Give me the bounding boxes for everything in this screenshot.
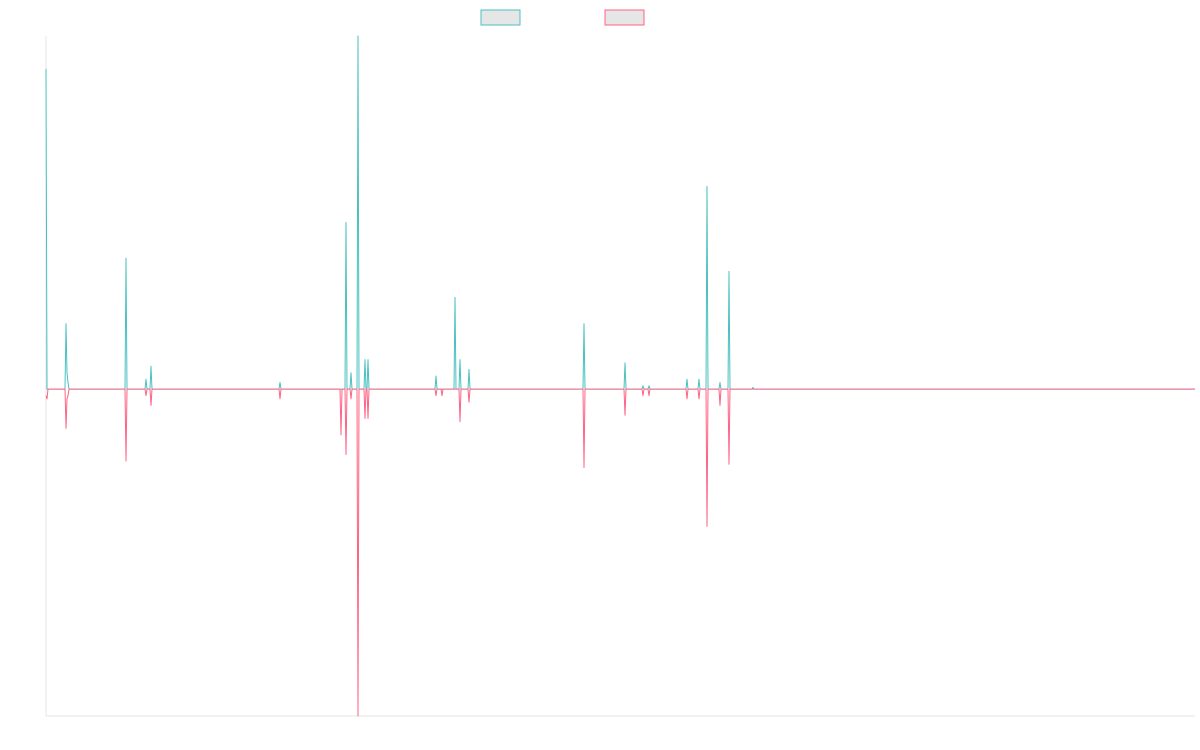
- series-line-2: [45, 388, 1195, 717]
- legend-swatch-1: [480, 9, 521, 26]
- series-layer: [45, 35, 1195, 717]
- series-line-1: [45, 35, 1195, 390]
- legend: [480, 9, 645, 26]
- legend-swatch-2: [604, 9, 645, 26]
- axes: [45, 36, 1195, 717]
